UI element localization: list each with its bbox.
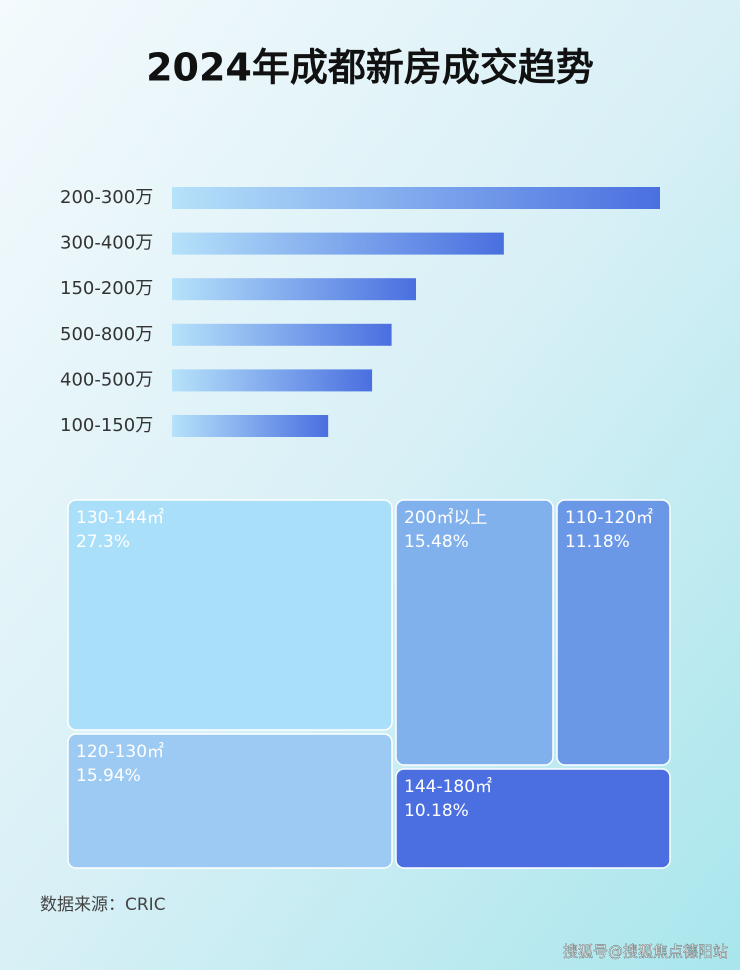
bar-label: 200-300万 [60,187,153,208]
watermark: 搜狐号@搜狐焦点德阳站 [563,943,728,961]
treemap-cell [67,733,393,869]
chart-title: 2024年成都新房成交趋势 [146,46,594,90]
source-note: 数据来源：CRIC [40,895,166,915]
bar-label: 150-200万 [60,278,153,299]
cell-label: 200㎡以上 [404,508,487,528]
cell-value: 11.18% [565,532,630,552]
cell-label: 110-120㎡ [565,508,653,528]
cell-label: 130-144㎡ [76,508,164,528]
bar-label: 300-400万 [60,233,153,254]
cell-label: 144-180㎡ [404,777,492,797]
bar [172,232,504,255]
bar [172,187,660,209]
treemap-cell [395,768,671,869]
bar [172,278,416,301]
bar-label: 500-800万 [60,324,153,345]
cell-value: 15.48% [404,532,469,552]
cell-value: 15.94% [76,766,141,786]
bar [172,369,373,392]
cell-value: 10.18% [404,801,469,821]
treemap-cell [395,499,554,766]
treemap-cell [67,499,393,731]
cell-value: 27.3% [76,532,130,552]
bar-label: 400-500万 [60,369,153,390]
bar [172,323,392,346]
treemap-cell [556,499,671,766]
cell-label: 120-130㎡ [76,742,164,762]
bar [172,415,329,437]
bar-label: 100-150万 [60,415,153,436]
